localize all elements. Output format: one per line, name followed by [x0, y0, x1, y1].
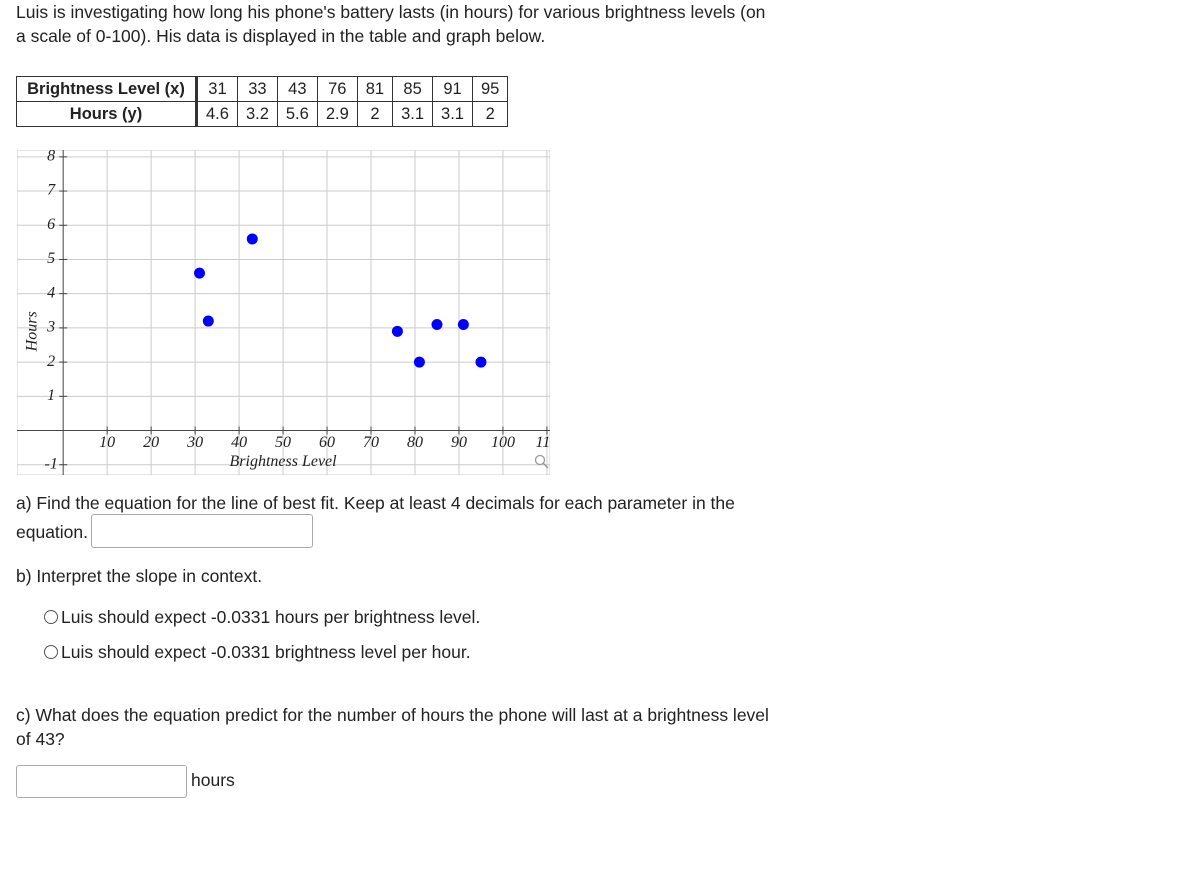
- x-tick-label: 30: [186, 434, 203, 451]
- data-point: [475, 356, 487, 368]
- table-cell: 91: [432, 76, 473, 102]
- x-tick-label: 20: [143, 434, 159, 451]
- table-cell: 95: [471, 76, 509, 102]
- data-point: [246, 233, 258, 245]
- y-tick-label: 6: [47, 216, 55, 233]
- y-tick-label: 8: [47, 148, 55, 165]
- table-cell: 76: [316, 76, 358, 102]
- data-point: [431, 318, 443, 330]
- x-tick-label: 110: [536, 434, 559, 451]
- table-cell: 81: [356, 76, 394, 102]
- table-cell: 5.6: [276, 101, 318, 127]
- x-axis-label: Brightness Level: [230, 453, 338, 470]
- y-tick-label: 2: [47, 353, 55, 370]
- table-row: Brightness Level (x) 31 33 43 76 81 85 91 95: [16, 76, 509, 102]
- option-2-text[interactable]: Luis should expect -0.0331 brightness le…: [61, 642, 471, 662]
- table-cell: 2: [356, 101, 394, 127]
- radio-option-2[interactable]: [44, 645, 58, 659]
- x-tick-label: 60: [319, 434, 335, 451]
- data-table: Brightness Level (x) 31 33 43 76 81 85 91 95 Hour…: [16, 76, 509, 127]
- data-point: [202, 315, 214, 327]
- answer-c-input[interactable]: [16, 765, 187, 798]
- y-tick-label: 7: [47, 182, 56, 199]
- table-cell: 85: [392, 76, 434, 102]
- table-cell: 2.9: [316, 101, 358, 127]
- table-cell: 3.1: [432, 101, 473, 127]
- x-tick-label: 40: [231, 434, 247, 451]
- table-cell: 33: [236, 76, 278, 102]
- answer-a-input[interactable]: [91, 514, 313, 548]
- x-tick-label: 90: [451, 434, 467, 451]
- unit-label: hours: [191, 770, 235, 790]
- x-tick-label: 100: [491, 434, 515, 451]
- x-tick-label: 10: [99, 434, 115, 451]
- table-cell: 43: [276, 76, 318, 102]
- y-axis-label: Hours: [24, 311, 41, 352]
- data-point: [194, 267, 206, 279]
- table-cell: 4.6: [196, 101, 238, 127]
- y-tick-label: 5: [47, 250, 55, 267]
- x-tick-label: 80: [407, 434, 423, 451]
- row-header: Hours (y): [16, 101, 198, 127]
- question-c: c) What does the equation predict for th…: [16, 705, 769, 749]
- x-tick-label: 50: [275, 434, 291, 451]
- data-point: [457, 318, 469, 330]
- option-1-text[interactable]: Luis should expect -0.0331 hours per bri…: [61, 607, 481, 627]
- radio-option-1[interactable]: [44, 610, 58, 624]
- table-cell: 2: [471, 101, 509, 127]
- data-point: [413, 356, 425, 368]
- table-cell: 3.1: [392, 101, 434, 127]
- question-b: b) Interpret the slope in context.: [16, 566, 263, 586]
- plot: 10 20 30 40 50 60 70 80 90 100 110 -1 1 2 3 4 5 6 7 8 Bright…: [17, 148, 559, 475]
- intro: Luis is investigating how long his phone…: [16, 2, 766, 46]
- question-a: a) Find the equation for the line of bes…: [16, 493, 735, 542]
- scatter-chart: 10 20 30 40 50 60 70 80 90 100 110 -1 1 2 3 4 5 6 7 8 Bright…: [17, 148, 559, 475]
- table-cell: 31: [196, 76, 238, 102]
- table-cell: 3.2: [236, 101, 278, 127]
- y-tick-label: -1: [45, 455, 58, 472]
- y-tick-label: 1: [47, 387, 55, 404]
- row-header: Brightness Level (x): [16, 76, 198, 102]
- y-tick-label: 3: [46, 319, 55, 336]
- data-point: [391, 325, 403, 337]
- zoom-icon: [534, 454, 546, 466]
- y-tick-label: 4: [47, 284, 55, 301]
- zoom-icon-handle: [542, 462, 549, 469]
- table-row: Hours (y) 4.6 3.2 5.6 2.9 2 3.1 3.1 2: [16, 101, 509, 127]
- x-tick-label: 70: [363, 434, 379, 451]
